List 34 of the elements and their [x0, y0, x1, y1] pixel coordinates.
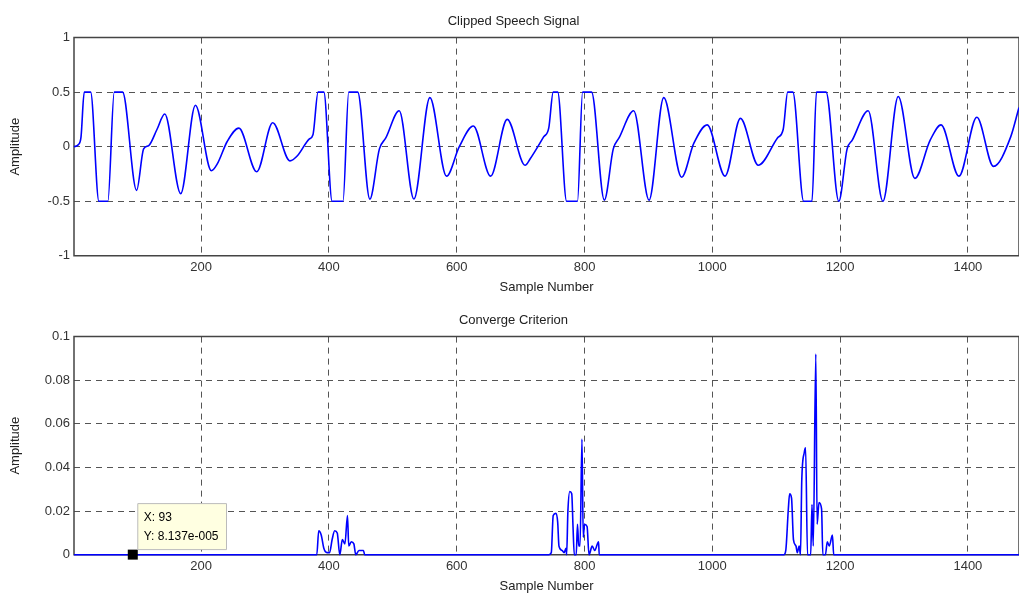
y-axis-title: Amplitude — [7, 416, 23, 475]
x-tick-label: 1400 — [953, 558, 983, 574]
x-tick-label: 600 — [445, 259, 468, 275]
y-tick-label: 0.1 — [51, 328, 70, 344]
annotation: X: 93 Y: 8.137e-005 — [143, 509, 219, 543]
x-tick-label: 1200 — [825, 259, 855, 275]
x-tick-label: 800 — [573, 259, 596, 275]
y-tick-label: 0.04 — [44, 459, 70, 475]
y-tick-label: 0.02 — [44, 502, 70, 518]
y-axis-title: Amplitude — [7, 117, 23, 176]
x-tick-label: 200 — [190, 558, 212, 574]
x-tick-label: 1400 — [953, 259, 983, 275]
x-axis-title: Sample Number — [499, 278, 595, 294]
y-tick-label: 0 — [62, 138, 70, 154]
y-tick-label: 0.06 — [44, 415, 70, 431]
x-axis-title: Sample Number — [499, 577, 595, 593]
line-series — [73, 91, 1019, 203]
x-tick-label: 1000 — [697, 259, 727, 275]
chart-title: Clipped Speech Signal — [447, 13, 580, 29]
x-tick-label: 800 — [573, 558, 596, 574]
x-tick-label: 1000 — [697, 558, 727, 574]
x-tick-label: 400 — [318, 558, 340, 574]
x-tick-label: 600 — [445, 558, 468, 574]
y-tick-label: 0.08 — [44, 371, 70, 387]
line-series — [73, 353, 1019, 556]
chart-title: Converge Criterion — [458, 312, 569, 328]
x-tick-label: 200 — [190, 259, 212, 275]
y-tick-label: -0.5 — [47, 192, 70, 208]
x-tick-label: 1200 — [825, 558, 855, 574]
y-tick-label: 1 — [62, 29, 70, 45]
y-tick-label: 0.5 — [51, 83, 70, 99]
y-tick-label: 0 — [62, 546, 70, 562]
y-tick-label: -1 — [58, 247, 70, 263]
x-tick-label: 400 — [318, 259, 340, 275]
